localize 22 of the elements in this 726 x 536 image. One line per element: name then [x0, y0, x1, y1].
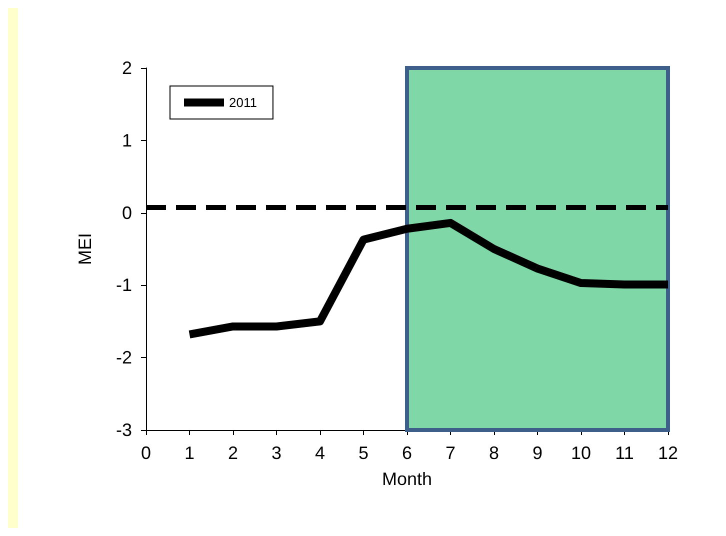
x-tick-label: 11 [615, 443, 634, 463]
legend-label: 2011 [229, 95, 257, 110]
x-tick-label: 9 [532, 443, 543, 463]
y-axis-title: MEI [75, 232, 95, 266]
x-axis-title: Month [382, 469, 432, 489]
x-tick-label: 7 [445, 443, 456, 463]
y-tick-label: -2 [116, 348, 132, 368]
y-tick-label: -3 [116, 420, 132, 440]
x-tick-label: 5 [358, 443, 369, 463]
x-tick-label: 6 [402, 443, 412, 463]
x-tick-label: 8 [488, 443, 500, 463]
y-tick-label: -1 [116, 275, 132, 296]
x-tick-label: 10 [570, 443, 592, 463]
x-tick-label: 3 [271, 443, 282, 463]
x-tick-label: 12 [658, 443, 678, 463]
x-tick-label: 1 [184, 443, 195, 463]
x-tick-label: 0 [140, 443, 152, 463]
y-tick-label: 2 [122, 58, 132, 78]
y-tick-label: 0 [122, 202, 132, 223]
x-tick-label: 4 [314, 443, 326, 463]
y-tick-label: 1 [122, 130, 132, 150]
x-tick-label: 2 [228, 443, 238, 463]
